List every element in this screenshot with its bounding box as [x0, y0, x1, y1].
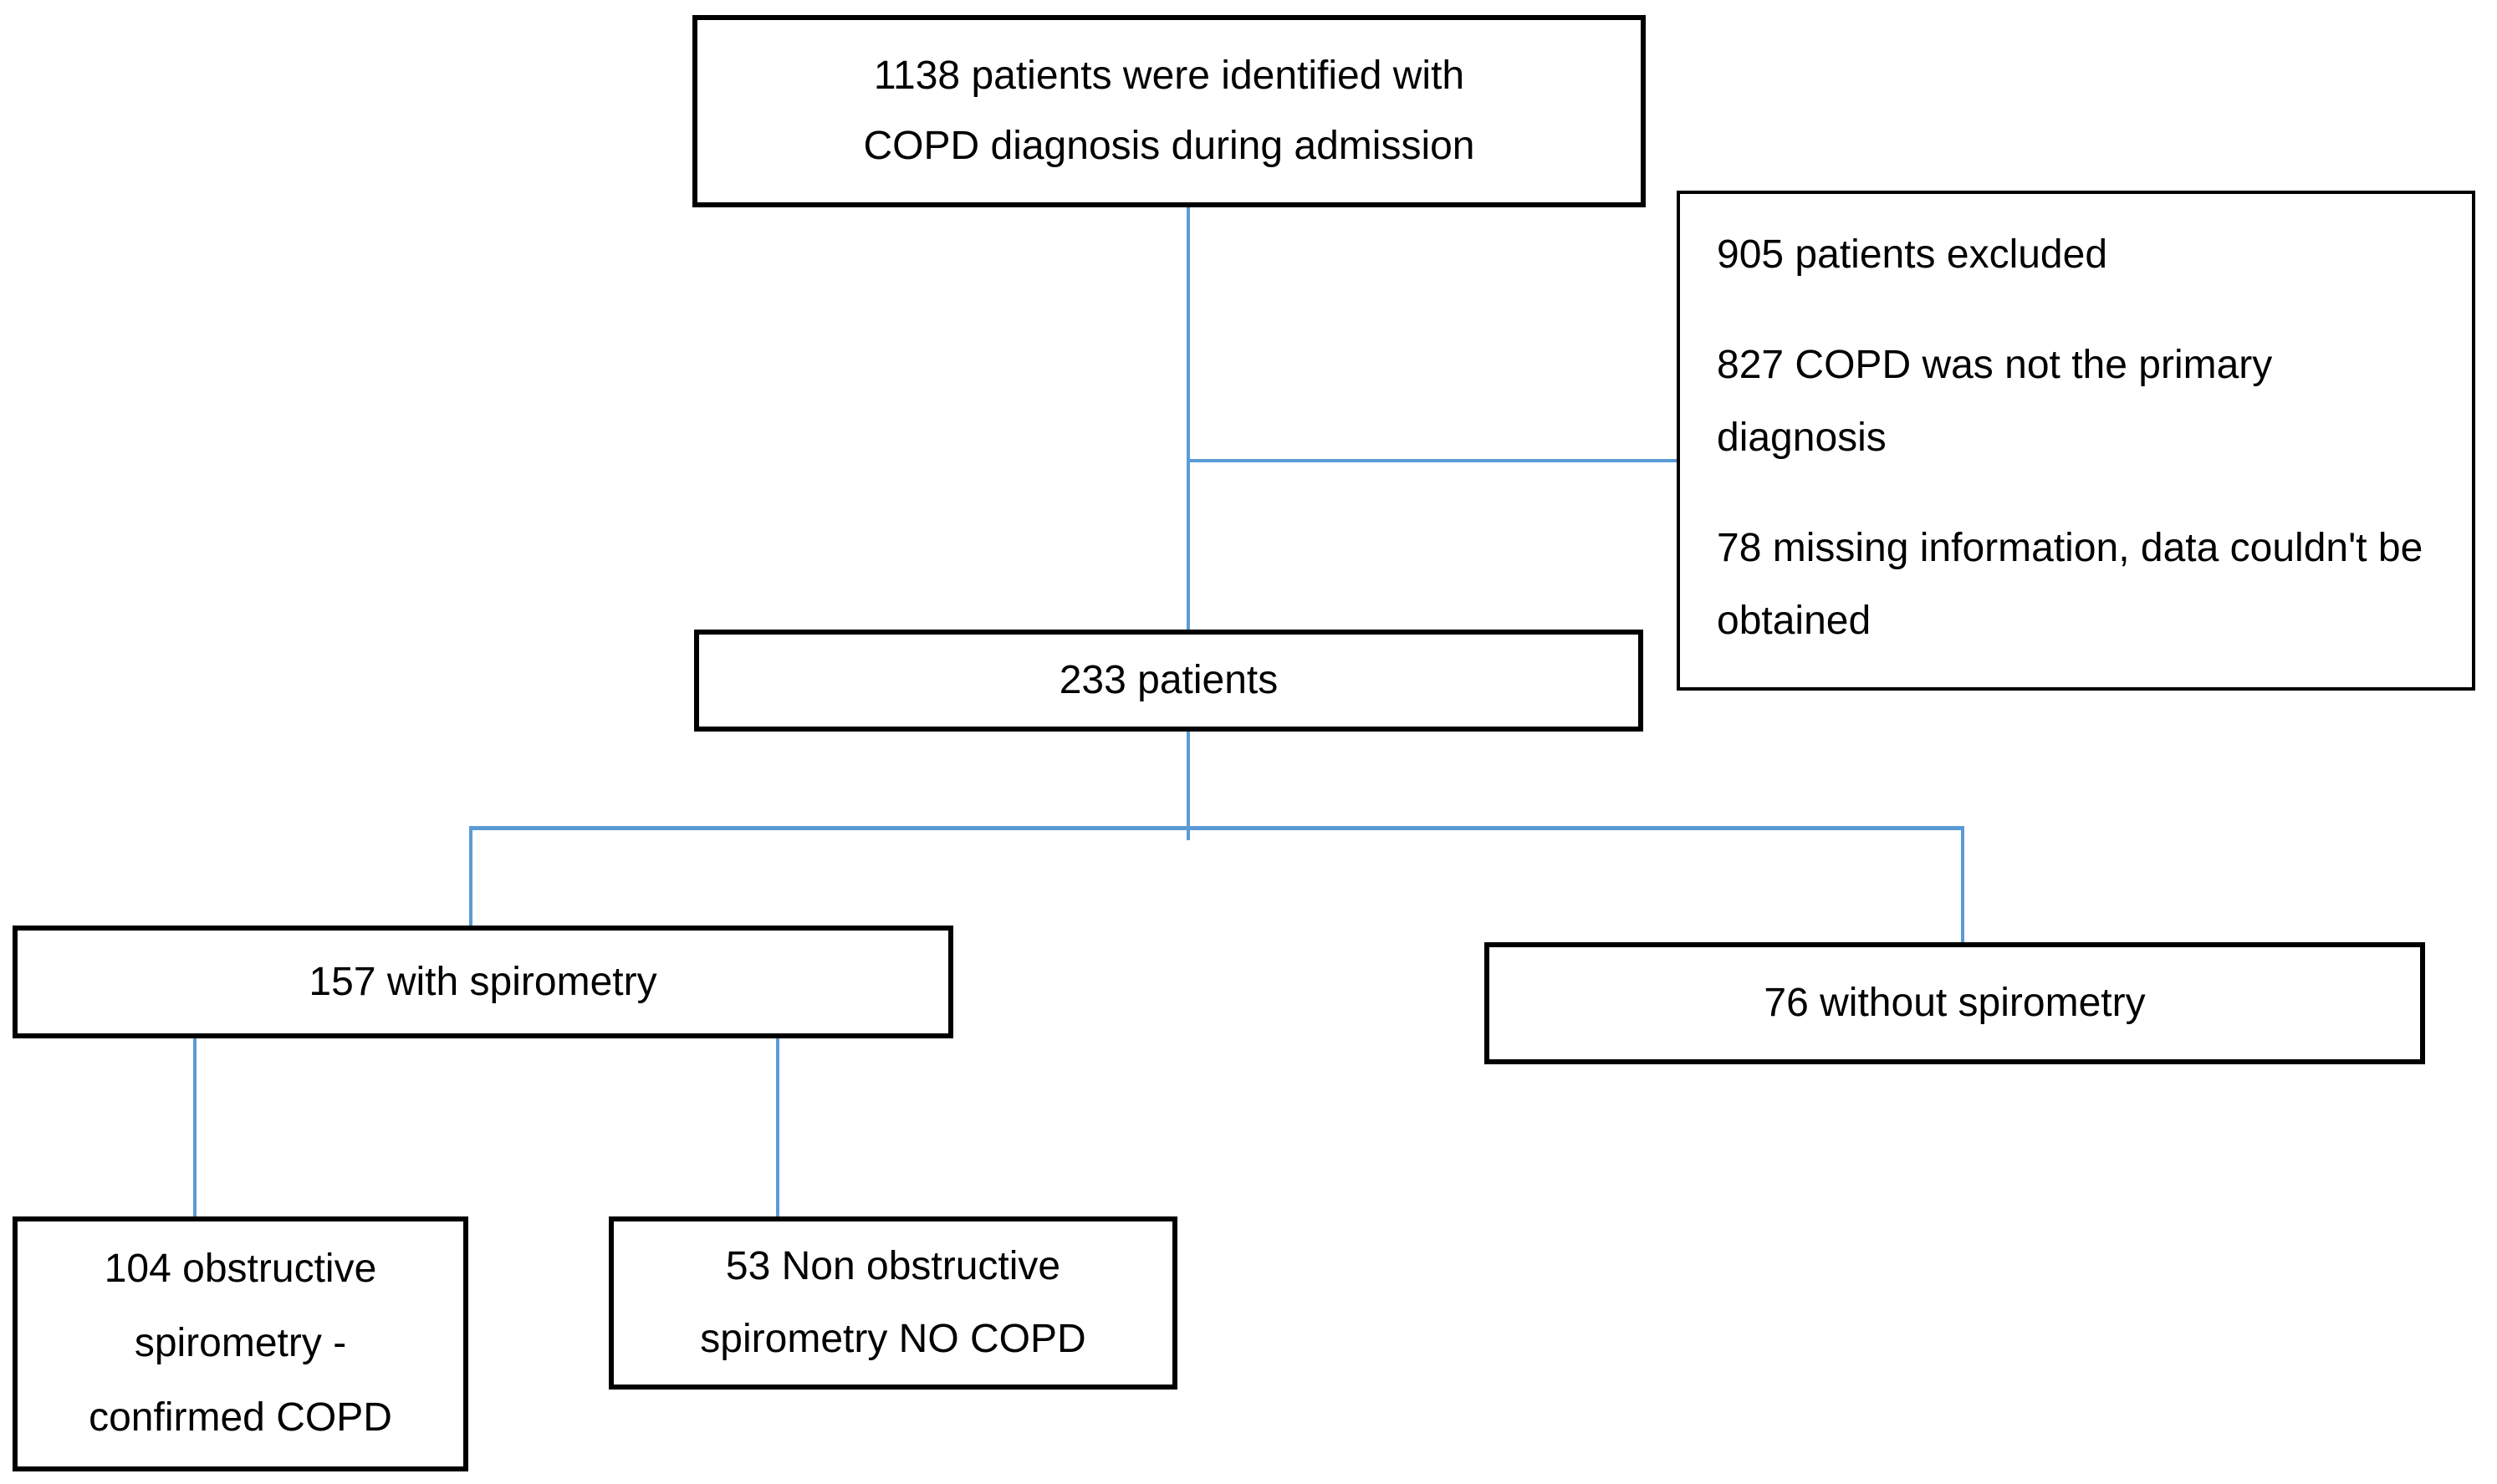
- excluded-reason-primary-diagnosis: 827 COPD was not the primary diagnosis: [1717, 343, 2273, 460]
- node-obstructive-line3: confirmed COPD: [89, 1395, 392, 1440]
- excluded-reason-missing-information: 78 missing information, data couldn't be…: [1717, 526, 2423, 643]
- connector-cohort-to-branch: [1187, 732, 1190, 840]
- excluded-total: 905 patients excluded: [1717, 232, 2108, 277]
- connector-identified-to-cohort: [1187, 207, 1190, 630]
- node-cohort-233-patients: 233 patients: [694, 630, 1643, 732]
- connector-branch-right-drop: [1961, 826, 1964, 942]
- node-obstructive-line1: 104 obstructive: [104, 1247, 377, 1292]
- node-obstructive-line2: spirometry -: [134, 1321, 347, 1366]
- connector-branch-left-drop: [469, 826, 472, 926]
- node-identified-line2: COPD diagnosis during admission: [863, 124, 1475, 168]
- node-without-spirometry-label: 76 without spirometry: [1764, 981, 2146, 1025]
- connector-drop-non-obstructive: [776, 1038, 779, 1216]
- node-with-spirometry: 157 with spirometry: [13, 926, 953, 1038]
- node-obstructive-confirmed-copd: 104 obstructive spirometry - confirmed C…: [13, 1216, 468, 1471]
- connector-to-excluded-box: [1187, 459, 1677, 462]
- connector-branch-horizontal: [469, 826, 1964, 830]
- connector-drop-obstructive: [193, 1038, 197, 1216]
- node-identified-line1: 1138 patients were identified with: [873, 54, 1465, 98]
- node-without-spirometry: 76 without spirometry: [1484, 942, 2425, 1064]
- node-cohort-label: 233 patients: [1059, 658, 1279, 702]
- node-non-obstructive-line2: spirometry NO COPD: [700, 1316, 1086, 1361]
- node-identified-patients: 1138 patients were identified with COPD …: [692, 15, 1646, 207]
- node-with-spirometry-label: 157 with spirometry: [309, 959, 657, 1004]
- node-non-obstructive-no-copd: 53 Non obstructive spirometry NO COPD: [609, 1216, 1177, 1390]
- node-excluded-patients: 905 patients excluded 827 COPD was not t…: [1677, 191, 2475, 691]
- node-non-obstructive-line1: 53 Non obstructive: [725, 1244, 1061, 1289]
